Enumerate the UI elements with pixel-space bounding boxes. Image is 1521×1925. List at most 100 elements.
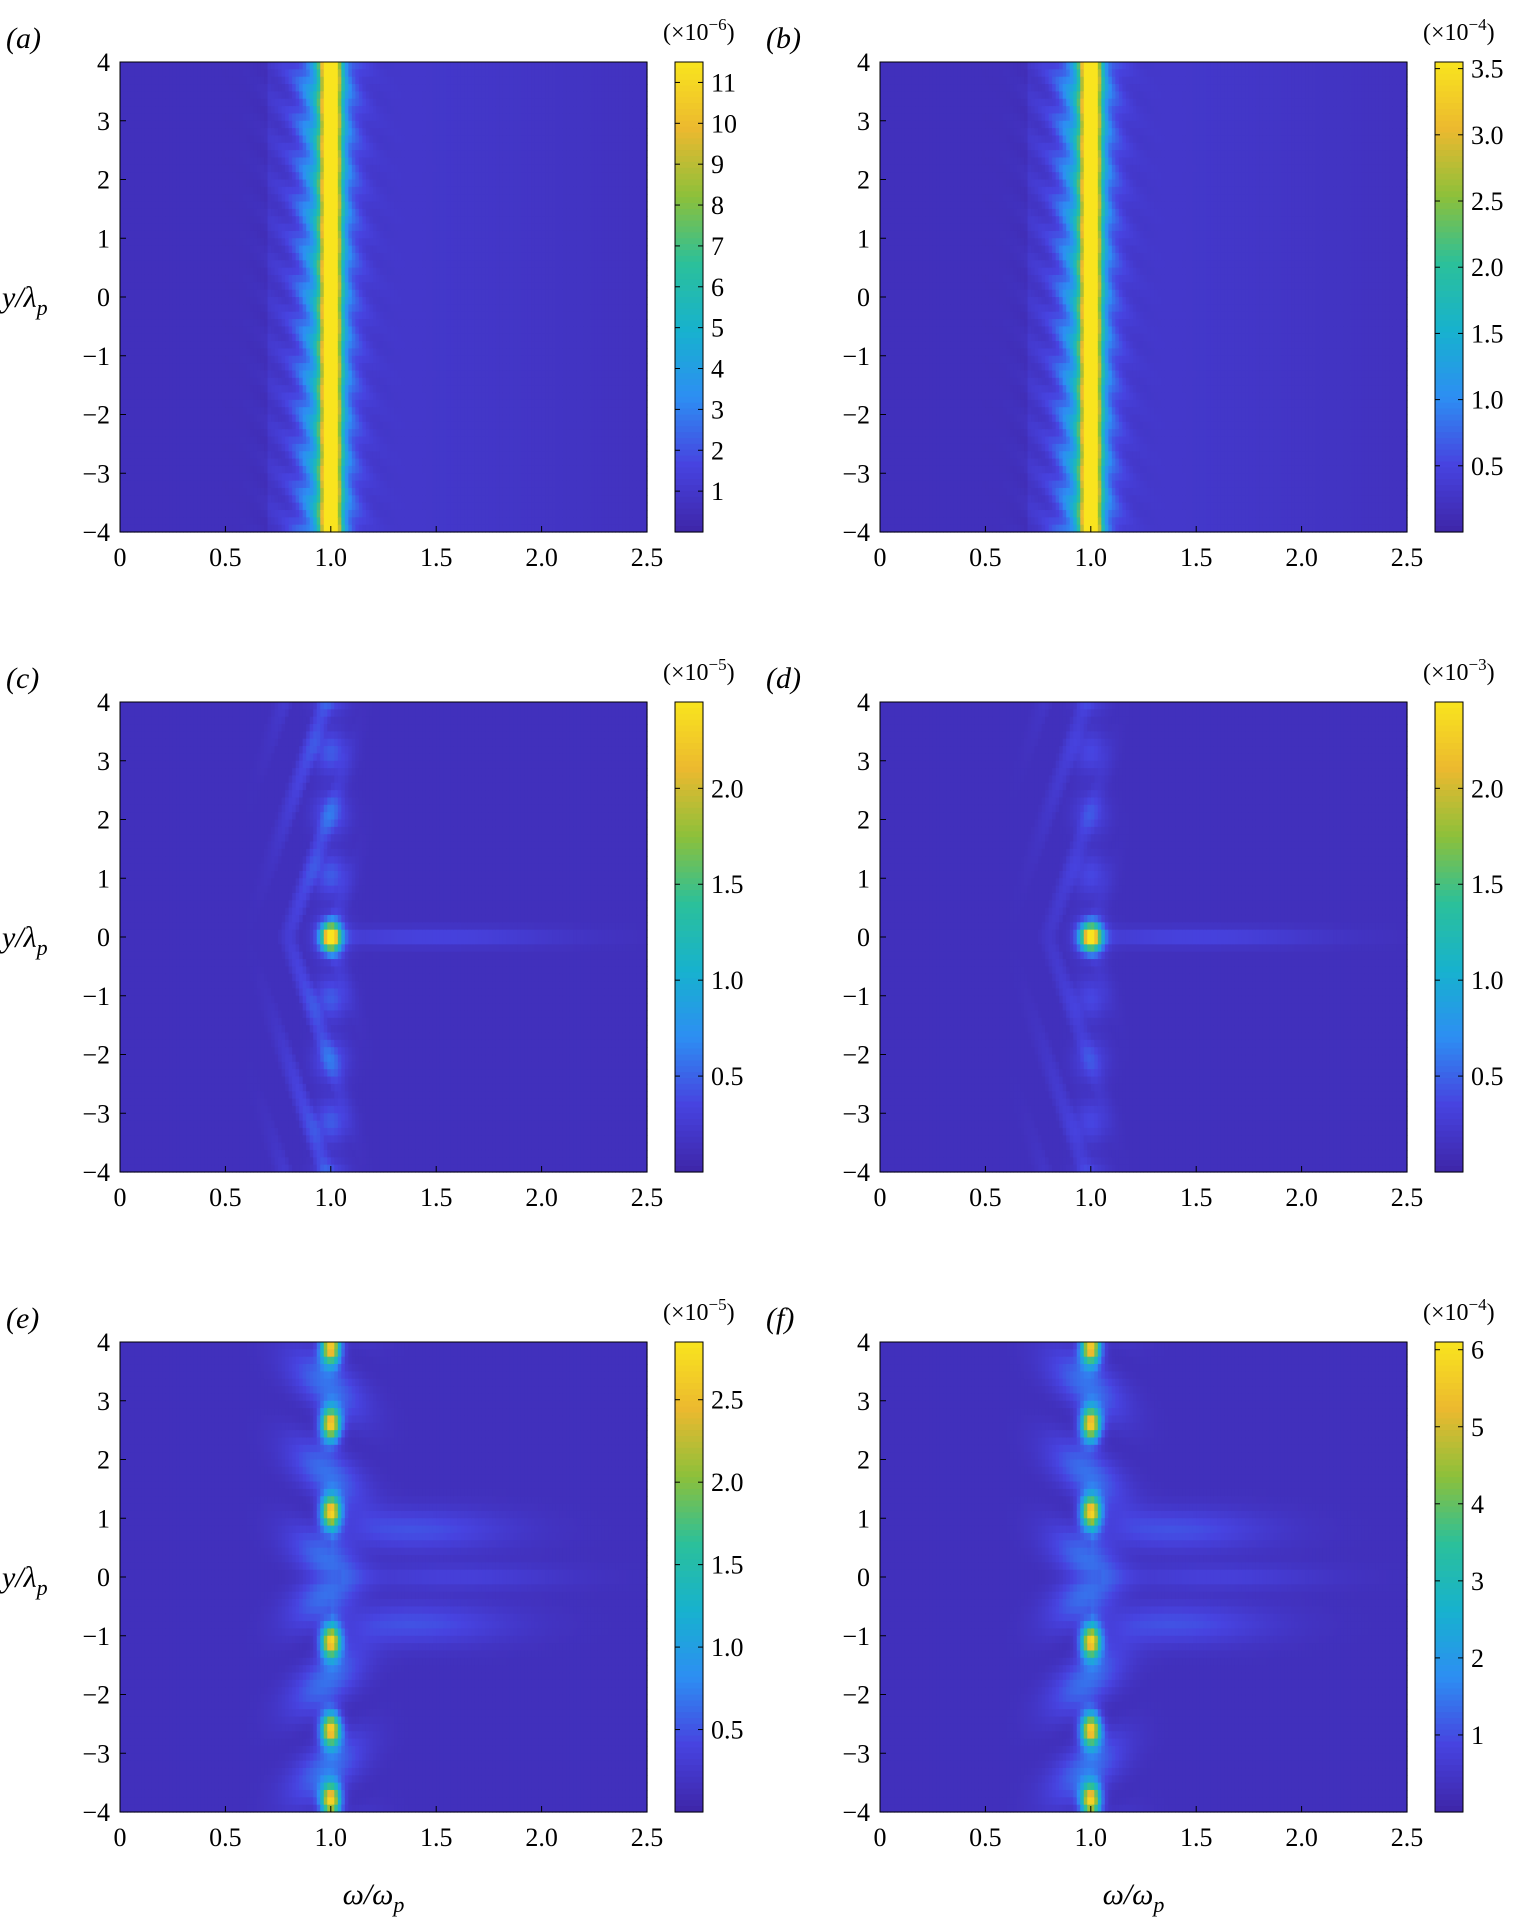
heatmap-cell (134, 208, 139, 217)
heatmap-cell (151, 414, 156, 423)
heatmap-cell (316, 69, 321, 78)
heatmap-cell (232, 429, 237, 438)
heatmap-cell (211, 223, 216, 232)
heatmap-cell (264, 421, 269, 430)
heatmap-cell (334, 392, 339, 401)
heatmap-cell (232, 128, 237, 137)
heatmap-cell (204, 524, 209, 533)
heatmap-cell (137, 407, 142, 416)
heatmap-cell (292, 443, 297, 452)
heatmap-cell (193, 252, 198, 261)
heatmap-cell (183, 414, 188, 423)
heatmap-cell (313, 120, 318, 129)
heatmap-cell (271, 84, 276, 92)
heatmap-cell (176, 252, 181, 261)
heatmap-cell (176, 333, 181, 342)
heatmap-cell (253, 421, 258, 430)
heatmap-cell (130, 465, 135, 474)
heatmap-cell (341, 487, 346, 496)
heatmap-cell (292, 495, 297, 504)
heatmap-cell (299, 157, 304, 166)
heatmap-cell (285, 62, 290, 70)
heatmap-cell (137, 120, 142, 129)
heatmap-cell (193, 473, 198, 482)
heatmap-cell (295, 76, 300, 85)
heatmap-cell (207, 289, 212, 298)
heatmap-cell (239, 179, 244, 188)
heatmap-cell (309, 194, 314, 203)
heatmap-cell (228, 326, 234, 335)
heatmap-cell (299, 245, 304, 254)
heatmap-cell (362, 392, 367, 401)
heatmap-cell (218, 451, 223, 460)
heatmap-cell (383, 458, 388, 467)
heatmap-cell (225, 480, 230, 489)
heatmap-cell (193, 76, 198, 85)
heatmap-cell (285, 509, 290, 518)
heatmap-cell (155, 436, 160, 445)
heatmap-cell (365, 172, 371, 181)
heatmap-cell (278, 304, 283, 313)
heatmap-cell (344, 451, 349, 460)
heatmap-cell (278, 414, 283, 423)
heatmap-cell (260, 194, 265, 203)
heatmap-cell (372, 443, 378, 452)
heatmap-cell (390, 274, 395, 283)
heatmap-cell (362, 480, 367, 489)
heatmap-cell (165, 98, 170, 107)
heatmap-cell (151, 355, 156, 364)
heatmap-cell (257, 304, 262, 313)
heatmap-cell (186, 502, 191, 511)
heatmap-cell (197, 238, 202, 247)
heatmap-cell (207, 319, 212, 327)
heatmap-cell (193, 230, 198, 239)
heatmap-cell (179, 142, 184, 151)
heatmap-cell (253, 69, 258, 78)
heatmap-cell (383, 76, 388, 85)
heatmap-cell (278, 62, 283, 70)
heatmap-cell (151, 150, 156, 159)
heatmap-cell (200, 208, 205, 217)
heatmap-cell (144, 216, 149, 225)
heatmap-cell (200, 157, 205, 166)
heatmap-cell (193, 135, 198, 144)
heatmap-cell (299, 465, 304, 474)
heatmap-cell (383, 502, 388, 511)
heatmap-cell (337, 194, 342, 203)
heatmap-cell (257, 370, 262, 379)
heatmap-cell (225, 186, 230, 195)
heatmap-cell (390, 348, 395, 357)
heatmap-cell (330, 304, 335, 313)
heatmap-cell (225, 142, 230, 151)
heatmap-cell (323, 91, 328, 100)
heatmap-cell (172, 399, 177, 408)
heatmap-cell (204, 429, 209, 438)
heatmap-cell (292, 194, 297, 203)
heatmap-cell (137, 172, 142, 181)
heatmap-cell (327, 341, 332, 349)
heatmap-cell (390, 186, 395, 195)
heatmap-cell (123, 267, 128, 276)
heatmap-cell (249, 443, 255, 452)
heatmap-cell (383, 333, 388, 342)
heatmap-cell (151, 517, 156, 526)
heatmap-cell (221, 297, 226, 305)
heatmap-cell (141, 62, 146, 70)
heatmap-cell (369, 135, 374, 144)
heatmap-cell (299, 363, 304, 372)
heatmap-cell (320, 509, 325, 518)
heatmap-cell (232, 69, 237, 78)
heatmap-cell (141, 179, 146, 188)
heatmap-cell (288, 230, 293, 239)
heatmap-cell (327, 421, 332, 430)
heatmap-cell (334, 524, 339, 533)
heatmap-cell (327, 208, 332, 217)
heatmap-cell (355, 76, 360, 85)
heatmap-cell (351, 128, 356, 137)
heatmap-cell (372, 326, 378, 335)
heatmap-cell (193, 333, 198, 342)
heatmap-cell (127, 392, 132, 401)
heatmap-cell (197, 414, 202, 423)
heatmap-cell (320, 407, 325, 416)
heatmap-cell (225, 517, 230, 526)
